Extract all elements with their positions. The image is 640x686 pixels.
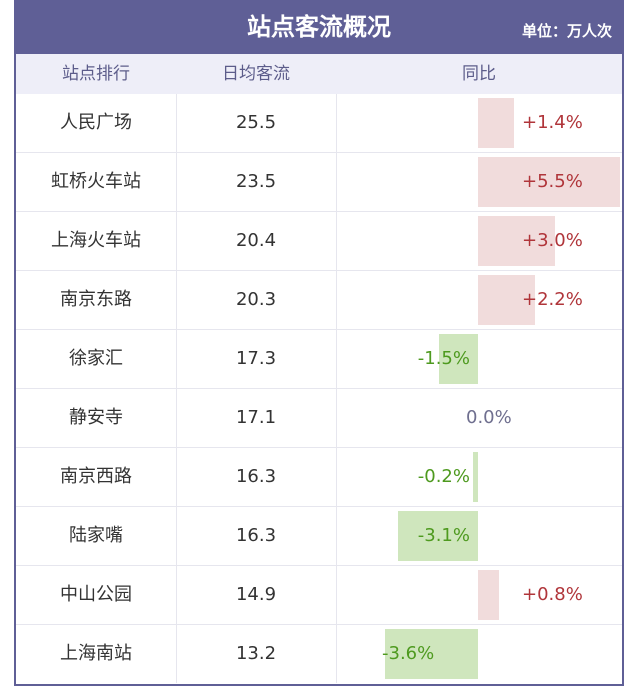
yoy-cell: -3.1% — [336, 507, 622, 565]
table-header: 站点排行 日均客流 同比 — [16, 54, 622, 94]
station-name: 陆家嘴 — [16, 507, 177, 565]
yoy-bar — [439, 334, 478, 384]
station-flow-panel: 站点客流概况 单位：万人次 站点排行 日均客流 同比 人民广场 25.5 +1.4%… — [14, 0, 624, 686]
table-row[interactable]: 南京西路 16.3 -0.2% — [16, 448, 622, 507]
table-row[interactable]: 徐家汇 17.3 -1.5% — [16, 330, 622, 389]
daily-average: 16.3 — [176, 507, 337, 565]
table-row[interactable]: 人民广场 25.5 +1.4% — [16, 94, 622, 153]
station-name: 南京东路 — [16, 271, 177, 329]
daily-average: 13.2 — [176, 625, 337, 683]
station-name: 上海南站 — [16, 625, 177, 683]
yoy-cell: 0.0% — [336, 389, 622, 447]
yoy-cell: +3.0% — [336, 212, 622, 270]
yoy-cell: +0.8% — [336, 566, 622, 624]
table-row[interactable]: 上海南站 13.2 -3.6% — [16, 625, 622, 684]
yoy-bar — [478, 98, 515, 148]
daily-average: 20.4 — [176, 212, 337, 270]
unit-label: 单位：万人次 — [521, 22, 612, 40]
station-name: 中山公园 — [16, 566, 177, 624]
daily-average: 17.3 — [176, 330, 337, 388]
yoy-value: +2.2% — [522, 289, 583, 310]
table-row[interactable]: 中山公园 14.9 +0.8% — [16, 566, 622, 625]
daily-average: 25.5 — [176, 94, 337, 152]
yoy-value: +0.8% — [522, 584, 583, 605]
yoy-bar — [385, 629, 478, 679]
station-name: 南京西路 — [16, 448, 177, 506]
station-name: 上海火车站 — [16, 212, 177, 270]
station-name: 虹桥火车站 — [16, 153, 177, 211]
yoy-cell: +5.5% — [336, 153, 622, 211]
yoy-value: +3.0% — [522, 230, 583, 251]
yoy-cell: +1.4% — [336, 94, 622, 152]
daily-average: 23.5 — [176, 153, 337, 211]
yoy-bar — [478, 570, 499, 620]
daily-average: 14.9 — [176, 566, 337, 624]
daily-average: 17.1 — [176, 389, 337, 447]
yoy-cell: -0.2% — [336, 448, 622, 506]
yoy-cell: +2.2% — [336, 271, 622, 329]
table-row[interactable]: 上海火车站 20.4 +3.0% — [16, 212, 622, 271]
yoy-value: -0.2% — [417, 466, 470, 487]
yoy-value: -3.1% — [417, 525, 470, 546]
table-row[interactable]: 南京东路 20.3 +2.2% — [16, 271, 622, 330]
title-bar: 站点客流概况 单位：万人次 — [16, 0, 622, 54]
yoy-bar — [478, 275, 535, 325]
yoy-value: -3.6% — [382, 643, 435, 664]
yoy-value: 0.0% — [466, 407, 512, 428]
station-name: 静安寺 — [16, 389, 177, 447]
yoy-bar — [398, 511, 478, 561]
yoy-bar — [472, 452, 478, 502]
yoy-cell: -3.6% — [336, 625, 622, 683]
yoy-value: -1.5% — [417, 348, 470, 369]
daily-average: 20.3 — [176, 271, 337, 329]
table-row[interactable]: 虹桥火车站 23.5 +5.5% — [16, 153, 622, 212]
yoy-value: +5.5% — [522, 171, 583, 192]
column-header-avg[interactable]: 日均客流 — [222, 64, 290, 84]
column-header-yoy[interactable]: 同比 — [462, 64, 496, 84]
panel-title: 站点客流概况 — [247, 13, 391, 41]
table-row[interactable]: 静安寺 17.1 0.0% — [16, 389, 622, 448]
yoy-value: +1.4% — [522, 112, 583, 133]
station-name: 徐家汇 — [16, 330, 177, 388]
table-body: 人民广场 25.5 +1.4% 虹桥火车站 23.5 +5.5% 上海火车站 20.4 +3.0… — [16, 94, 622, 684]
table-row[interactable]: 陆家嘴 16.3 -3.1% — [16, 507, 622, 566]
station-name: 人民广场 — [16, 94, 177, 152]
yoy-bar — [478, 157, 620, 207]
daily-average: 16.3 — [176, 448, 337, 506]
yoy-cell: -1.5% — [336, 330, 622, 388]
column-header-rank[interactable]: 站点排行 — [62, 64, 130, 84]
yoy-bar — [478, 216, 556, 266]
